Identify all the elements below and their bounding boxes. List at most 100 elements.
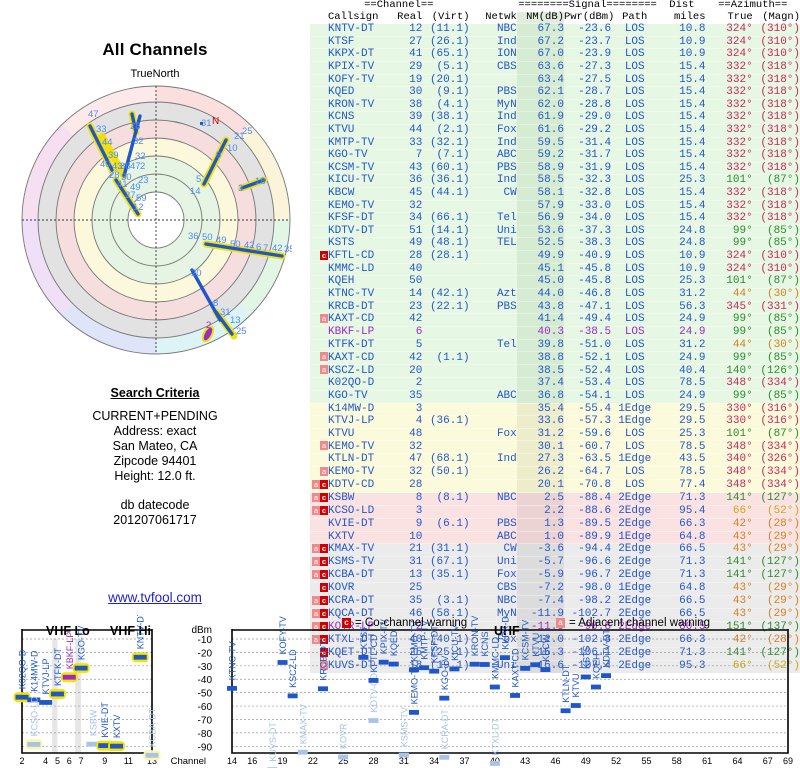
chart-data-point[interactable] xyxy=(110,743,124,749)
chart-data-point[interactable] xyxy=(499,655,510,661)
table-row[interactable]: KFSF-DT 34 (66.1) Tel 56.9 -34.0 LOS 15.4 332° (3… xyxy=(310,212,800,226)
chart-data-point[interactable] xyxy=(74,665,88,671)
table-row[interactable]: a c KTXL-DT 40 (40.1) Fox -12.0 -102.8 2Edge 66.3… xyxy=(310,634,800,648)
table-row[interactable]: KCNS 39 (38.1) Ind 61.9 -29.0 LOS 15.4 332° (318°… xyxy=(310,111,800,125)
col-header-miles[interactable]: miles xyxy=(673,10,706,23)
chart-data-point[interactable] xyxy=(39,700,53,705)
chart-data-point[interactable] xyxy=(368,718,379,723)
chart-data-point[interactable] xyxy=(479,662,490,667)
chart-data-point[interactable] xyxy=(86,741,100,747)
table-row[interactable]: a KEMO-TV 32 30.1 -60.7 LOS 78.5 348° (334°) xyxy=(310,440,800,454)
table-row[interactable]: KDTV-DT 51 (14.1) Uni 53.6 -37.3 LOS 24.8 99° (85… xyxy=(310,224,800,238)
chart-data-point[interactable] xyxy=(540,667,551,672)
table-row[interactable]: KKPX-DT 41 (65.1) ION 67.0 -23.9 LOS 10.9 324° (3… xyxy=(310,48,800,62)
chart-data-point[interactable] xyxy=(368,678,379,683)
table-row[interactable]: KOFY-TV 19 (20.1) 63.4 -27.5 LOS 15.4 332° (318°… xyxy=(310,73,800,87)
chart-data-point[interactable] xyxy=(145,752,159,758)
table-row[interactable]: a c KQCA-DT 46 (58.1) MyN -11.9 -102.7 2Edge 66.5… xyxy=(310,608,800,622)
col-header-real[interactable]: Real xyxy=(397,10,423,23)
table-row[interactable]: KTVU 48 Fox 31.2 -59.6 LOS 25.3 101° (87°) xyxy=(310,427,800,441)
chart-data-point[interactable] xyxy=(560,708,571,714)
chart-data-point[interactable] xyxy=(439,695,450,701)
chart-data-point[interactable] xyxy=(520,665,531,671)
table-row[interactable]: KTVJ-LP 4 (36.1) 33.6 -57.3 1Edge 29.5 330° (316… xyxy=(310,415,800,429)
chart-data-point[interactable] xyxy=(388,661,399,667)
chart-data-point[interactable] xyxy=(358,654,369,660)
chart-data-point[interactable] xyxy=(378,659,389,665)
chart-data-point[interactable] xyxy=(27,742,41,747)
col-header-nm[interactable]: NM(dB) xyxy=(516,11,564,24)
table-row[interactable]: KTNC-TV 14 (42.1) Azt 44.0 -46.8 LOS 31.2 44° (30… xyxy=(310,288,800,302)
table-row[interactable]: KQEH 50 45.0 -45.8 LOS 25.3 101° (87°) xyxy=(310,275,800,289)
table-row[interactable]: KTVU 44 (2.1) Fox 61.6 -29.2 LOS 15.4 332° (318°) xyxy=(310,123,800,138)
chart-data-point[interactable] xyxy=(297,749,308,755)
table-row[interactable]: a c KCSO-LD 3 2.2 -88.6 2Edge 95.4 66° (52°) xyxy=(310,505,800,519)
chart-data-point[interactable] xyxy=(227,685,237,691)
chart-data-point[interactable] xyxy=(419,665,430,671)
chart-data-point[interactable] xyxy=(439,754,450,760)
chart-data-point[interactable] xyxy=(449,666,460,672)
chart-data-point[interactable] xyxy=(469,661,480,667)
table-row[interactable]: a KEMO-TV 32 (50.1) 26.2 -64.7 LOS 78.5 348° (334… xyxy=(310,466,800,480)
chart-data-point[interactable] xyxy=(570,703,581,708)
chart-data-point[interactable] xyxy=(15,694,29,700)
table-row[interactable]: KBKF-LP 6 40.3 -38.5 LOS 24.9 99° (85°) xyxy=(310,326,800,340)
col-header-path[interactable]: Path xyxy=(622,10,648,23)
table-row[interactable]: KTSF 27 (26.1) Ind 67.2 -23.7 LOS 10.9 324° (310°… xyxy=(310,35,800,49)
chart-data-point[interactable] xyxy=(50,691,64,697)
table-row[interactable]: c KQET-DT 25 (25.1) -15.3 -106.1 2Edge 71.3 141°… xyxy=(310,647,800,661)
chart-data-point[interactable] xyxy=(277,660,288,665)
table-row[interactable]: KRON-TV 38 (4.1) MyN 62.0 -28.8 LOS 15.4 332° (31… xyxy=(310,98,800,112)
table-row[interactable]: a c KSBW 8 (8.1) NBC 2.5 -88.4 2Edge 71.3 141° (127… xyxy=(310,492,800,506)
table-row[interactable]: a c KSMS-TV 31 (67.1) Uni -5.7 -96.6 2Edge 71.3 14… xyxy=(310,556,800,570)
table-row[interactable]: KGO-TV 7 (7.1) ABC 59.2 -31.7 LOS 15.4 332° (318°… xyxy=(310,149,800,163)
table-row[interactable]: a KSCZ-LD 20 38.5 -52.4 LOS 40.4 140° (126°) xyxy=(310,364,800,378)
col-header-pwr[interactable]: Pwr(dBm) xyxy=(563,10,615,23)
chart-data-point[interactable] xyxy=(287,693,298,699)
col-header-magn[interactable]: (Magn) xyxy=(762,10,800,23)
table-row[interactable]: KNTV-DT 12 (11.1) NBC 67.3 -23.6 LOS 10.8 324° (3… xyxy=(310,23,800,37)
tvfool-site-link[interactable]: www.tvfool.com xyxy=(108,590,202,605)
chart-data-point[interactable] xyxy=(408,709,419,715)
table-row[interactable]: KVIE-DT 9 (6.1) PBS 1.3 -89.5 2Edge 66.3 42° (28°… xyxy=(310,518,800,532)
table-row[interactable]: a c KDTV-CD 28 20.1 -70.8 LOS 77.4 348° (334°) xyxy=(310,479,800,493)
table-row[interactable]: a KAXT-CD 42 (1.1) 38.8 -52.1 LOS 24.9 99° (85°) xyxy=(310,351,800,365)
table-row[interactable]: KMTP-TV 33 (32.1) Ind 59.5 -31.4 LOS 15.4 332° (3… xyxy=(310,136,800,150)
table-row[interactable]: KTFK-DT 5 Tel 39.8 -51.0 LOS 31.2 44° (30°) xyxy=(310,338,800,352)
chart-data-point[interactable] xyxy=(489,684,500,690)
chart-data-point[interactable] xyxy=(590,684,601,690)
table-row[interactable]: K14MW-D 3 35.4 -55.4 1Edge 29.5 330° (316°) xyxy=(310,402,800,416)
table-row[interactable]: K02QO-D 2 37.4 -53.4 LOS 78.5 348° (334°) xyxy=(310,377,800,391)
table-row[interactable]: KGO-TV 35 ABC 36.8 -54.1 LOS 24.9 99° (85°) xyxy=(310,390,800,404)
chart-data-point[interactable] xyxy=(408,667,419,673)
table-row[interactable]: a c KCBA-DT 13 (35.1) Fox -5.9 -96.7 2Edge 71.3 14… xyxy=(310,569,800,583)
chart-data-point[interactable] xyxy=(317,686,328,692)
chart-data-point[interactable] xyxy=(98,743,112,749)
col-header-netwk[interactable]: Netwk xyxy=(485,10,517,23)
table-row[interactable]: KQED 30 (9.1) PBS 62.1 -28.7 LOS 15.4 332° (318°) xyxy=(310,86,800,100)
table-row[interactable]: KPIX-TV 29 (5.1) CBS 63.6 -27.3 LOS 15.4 332° (31… xyxy=(310,60,800,75)
table-row[interactable]: a c KMAX-TV 21 (31.1) CW -3.6 -94.4 2Edge 66.5 43°… xyxy=(310,543,800,557)
chart-data-point[interactable] xyxy=(133,654,147,660)
table-row[interactable]: a c KCRA-DT 35 (3.1) NBC -7.4 -98.2 2Edge 66.5 43°… xyxy=(310,595,800,609)
table-row[interactable]: KRCB-DT 23 (22.1) PBS 43.8 -47.1 LOS 56.3 345° (3… xyxy=(310,300,800,314)
chart-data-point[interactable] xyxy=(510,693,521,698)
chart-data-point[interactable] xyxy=(429,668,440,674)
table-row[interactable]: KTLN-DT 47 (68.1) Ind 27.3 -63.5 1Edge 43.5 340°… xyxy=(310,453,800,467)
table-row[interactable]: KICU-TV 36 (36.1) Ind 58.5 -32.3 LOS 25.3 101° (8… xyxy=(310,174,800,188)
col-header-callsign[interactable]: Callsign xyxy=(328,10,379,23)
table-row[interactable]: c KFTL-CD 28 (28.1) 49.9 -40.9 LOS 10.9 324° (310… xyxy=(310,249,800,264)
chart-data-point[interactable] xyxy=(530,662,541,668)
table-row[interactable]: KEMO-TV 32 57.9 -33.0 LOS 15.4 332° (318°) xyxy=(310,199,800,213)
table-row[interactable]: KCSM-TV 43 (60.1) PBS 58.9 -31.9 LOS 15.4 332° (3… xyxy=(310,161,800,175)
table-row[interactable]: KBCW 45 (44.1) CW 58.1 -32.8 LOS 15.4 332° (318°) xyxy=(310,186,800,200)
table-row[interactable]: KSTS 49 (48.1) TEL 52.5 -38.3 LOS 24.8 99° (85°) xyxy=(310,237,800,251)
table-row[interactable]: c KOVR 25 CBS -7.2 -98.0 1Edge 64.8 43° (29°) xyxy=(310,582,800,596)
chart-data-point[interactable] xyxy=(489,761,500,766)
chart-data-point[interactable] xyxy=(338,754,349,760)
chart-data-point[interactable] xyxy=(27,697,41,703)
table-row[interactable]: a KAXT-CD 42 41.4 -49.4 LOS 24.9 99° (85°) xyxy=(310,313,800,327)
chart-data-point[interactable] xyxy=(601,673,612,679)
col-header-true[interactable]: True xyxy=(727,10,753,23)
chart-data-point[interactable] xyxy=(398,752,409,758)
